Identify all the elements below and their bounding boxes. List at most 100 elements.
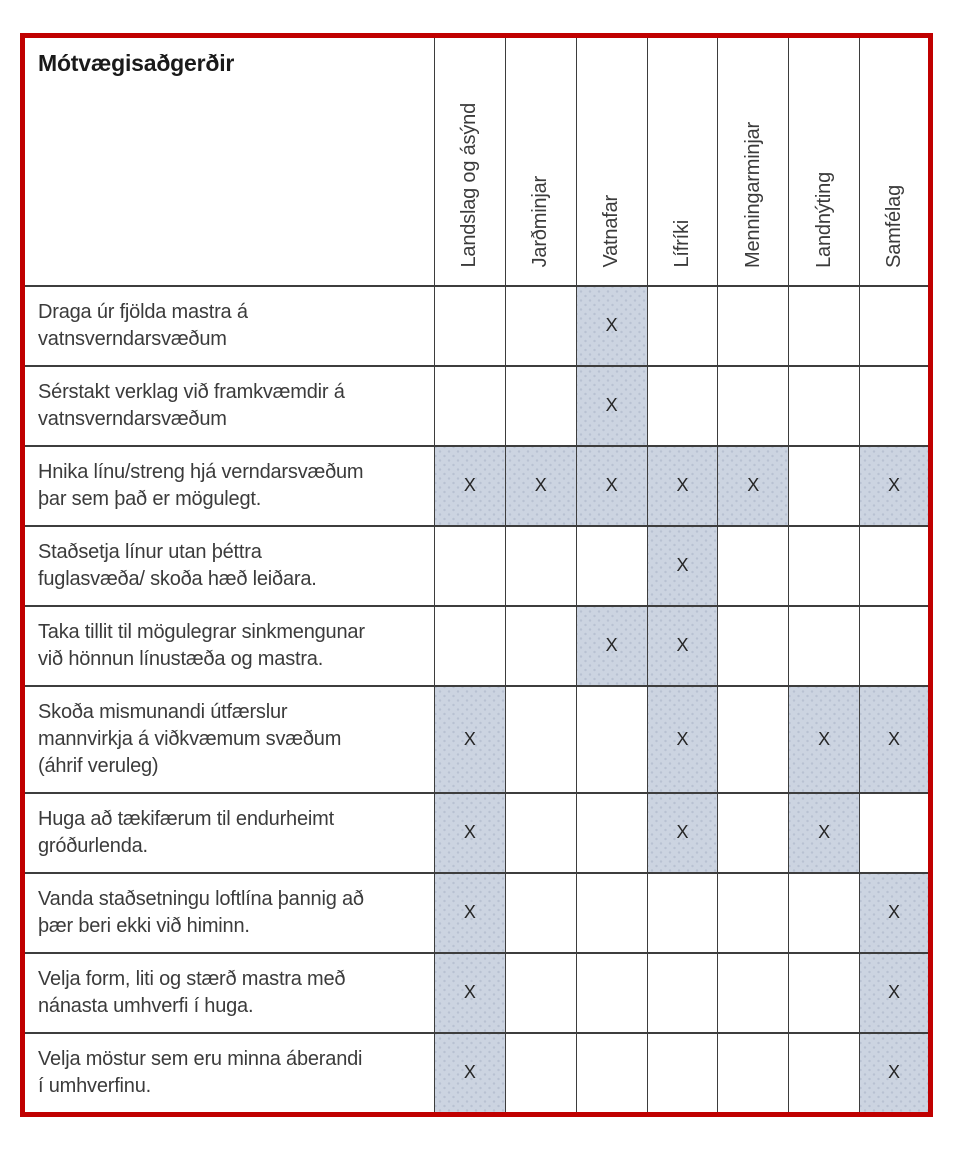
mark-cell-empty xyxy=(717,364,790,447)
row-label: Velja form, liti og stærð mastra með nán… xyxy=(22,951,435,1034)
table-title: Mótvægisaðgerðir xyxy=(38,50,235,76)
mark-cell-empty xyxy=(646,951,719,1034)
mark-cell-empty xyxy=(788,871,861,954)
mark-cell-empty xyxy=(717,604,790,687)
mark-cell-x: X xyxy=(434,871,506,954)
mark-cell-x: X xyxy=(646,791,719,874)
mark-cell-x: X xyxy=(859,444,931,527)
table-row: Taka tillit til mögulegrar sinkmengunar … xyxy=(22,604,931,687)
mark-cell-empty xyxy=(504,1031,577,1115)
mark-cell-empty xyxy=(434,284,506,367)
mark-cell-empty xyxy=(788,1031,861,1115)
column-header-label: Samfélag xyxy=(882,184,905,268)
mark-cell-x: X xyxy=(646,524,719,607)
mark-cell-x: X xyxy=(575,604,648,687)
mark-cell-x: X xyxy=(646,684,719,794)
mark-cell-empty xyxy=(788,951,861,1034)
mark-cell-empty xyxy=(859,524,931,607)
mark-cell-x: X xyxy=(575,284,648,367)
mark-cell-empty xyxy=(788,284,861,367)
mark-cell-empty xyxy=(646,1031,719,1115)
mark-cell-x: X xyxy=(788,684,861,794)
row-label: Vanda staðsetningu loftlína þannig að þæ… xyxy=(22,871,435,954)
mark-cell-empty xyxy=(788,604,861,687)
table-row: Huga að tækifærum til endurheimt gróðurl… xyxy=(22,791,931,874)
row-label: Taka tillit til mögulegrar sinkmengunar … xyxy=(22,604,435,687)
mark-cell-empty xyxy=(575,684,648,794)
mark-cell-empty xyxy=(717,684,790,794)
column-header-1: Landslag og ásýnd xyxy=(434,34,506,287)
mark-cell-empty xyxy=(646,871,719,954)
column-header-label: Menningarminjar xyxy=(741,121,764,268)
table-row: Velja möstur sem eru minna áberandi í um… xyxy=(22,1031,931,1115)
mark-cell-empty xyxy=(434,364,506,447)
mark-cell-empty xyxy=(717,284,790,367)
column-header-label: Landnýting xyxy=(812,171,835,268)
mark-cell-empty xyxy=(504,604,577,687)
mark-cell-empty xyxy=(859,284,931,367)
mark-cell-empty xyxy=(504,791,577,874)
table-row: Sérstakt verklag við framkvæmdir á vatns… xyxy=(22,364,931,447)
table-row: Skoða mismunandi útfærslur mannvirkja á … xyxy=(22,684,931,794)
mark-cell-empty xyxy=(717,791,790,874)
mark-cell-x: X xyxy=(575,364,648,447)
mark-cell-empty xyxy=(575,791,648,874)
column-header-7: Samfélag xyxy=(859,34,931,287)
mark-cell-empty xyxy=(504,871,577,954)
table-title-cell: Mótvægisaðgerðir xyxy=(22,34,435,287)
mark-cell-empty xyxy=(434,524,506,607)
mark-cell-x: X xyxy=(434,1031,506,1115)
mark-cell-empty xyxy=(504,951,577,1034)
column-header-3: Vatnafar xyxy=(575,34,648,287)
row-label: Staðsetja línur utan þéttra fuglasvæða/ … xyxy=(22,524,435,607)
mark-cell-empty xyxy=(575,871,648,954)
mark-cell-x: X xyxy=(434,951,506,1034)
mark-cell-empty xyxy=(504,284,577,367)
table-header: Mótvægisaðgerðir Landslag og ásýnd Jarðmi… xyxy=(22,34,931,287)
table-row: Hnika línu/streng hjá verndarsvæðum þar … xyxy=(22,444,931,527)
mark-cell-empty xyxy=(575,524,648,607)
mark-cell-x: X xyxy=(859,951,931,1034)
mark-cell-empty xyxy=(717,524,790,607)
column-header-label: Lífríki xyxy=(670,220,693,268)
mark-cell-x: X xyxy=(434,444,506,527)
mark-cell-x: X xyxy=(859,1031,931,1115)
mark-cell-empty xyxy=(859,604,931,687)
mark-cell-x: X xyxy=(859,871,931,954)
mark-cell-empty xyxy=(717,1031,790,1115)
table-row: Draga úr fjölda mastra á vatnsverndarsvæ… xyxy=(22,284,931,367)
mark-cell-x: X xyxy=(434,684,506,794)
mark-cell-empty xyxy=(788,364,861,447)
table-row: Staðsetja línur utan þéttra fuglasvæða/ … xyxy=(22,524,931,607)
mark-cell-empty xyxy=(504,364,577,447)
table-row: Vanda staðsetningu loftlína þannig að þæ… xyxy=(22,871,931,954)
mitigation-matrix-table: Mótvægisaðgerðir Landslag og ásýnd Jarðmi… xyxy=(20,33,933,1117)
mark-cell-x: X xyxy=(717,444,790,527)
mark-cell-x: X xyxy=(788,791,861,874)
column-header-label: Jarðminjar xyxy=(529,176,552,268)
mark-cell-x: X xyxy=(504,444,577,527)
mark-cell-empty xyxy=(504,524,577,607)
mark-cell-empty xyxy=(859,364,931,447)
mark-cell-empty xyxy=(646,284,719,367)
column-header-label: Landslag og ásýnd xyxy=(458,102,481,268)
row-label: Huga að tækifærum til endurheimt gróðurl… xyxy=(22,791,435,874)
mark-cell-empty xyxy=(504,684,577,794)
mark-cell-x: X xyxy=(859,684,931,794)
row-label: Sérstakt verklag við framkvæmdir á vatns… xyxy=(22,364,435,447)
column-header-5: Menningarminjar xyxy=(717,34,790,287)
column-header-4: Lífríki xyxy=(646,34,719,287)
row-label: Draga úr fjölda mastra á vatnsverndarsvæ… xyxy=(22,284,435,367)
mark-cell-x: X xyxy=(575,444,648,527)
mark-cell-empty xyxy=(434,604,506,687)
mark-cell-x: X xyxy=(434,791,506,874)
mark-cell-empty xyxy=(575,1031,648,1115)
mark-cell-empty xyxy=(646,364,719,447)
row-label: Skoða mismunandi útfærslur mannvirkja á … xyxy=(22,684,435,794)
mark-cell-empty xyxy=(575,951,648,1034)
table-row: Velja form, liti og stærð mastra með nán… xyxy=(22,951,931,1034)
row-label: Hnika línu/streng hjá verndarsvæðum þar … xyxy=(22,444,435,527)
mark-cell-empty xyxy=(717,951,790,1034)
table-body: Draga úr fjölda mastra á vatnsverndarsvæ… xyxy=(22,284,931,1115)
